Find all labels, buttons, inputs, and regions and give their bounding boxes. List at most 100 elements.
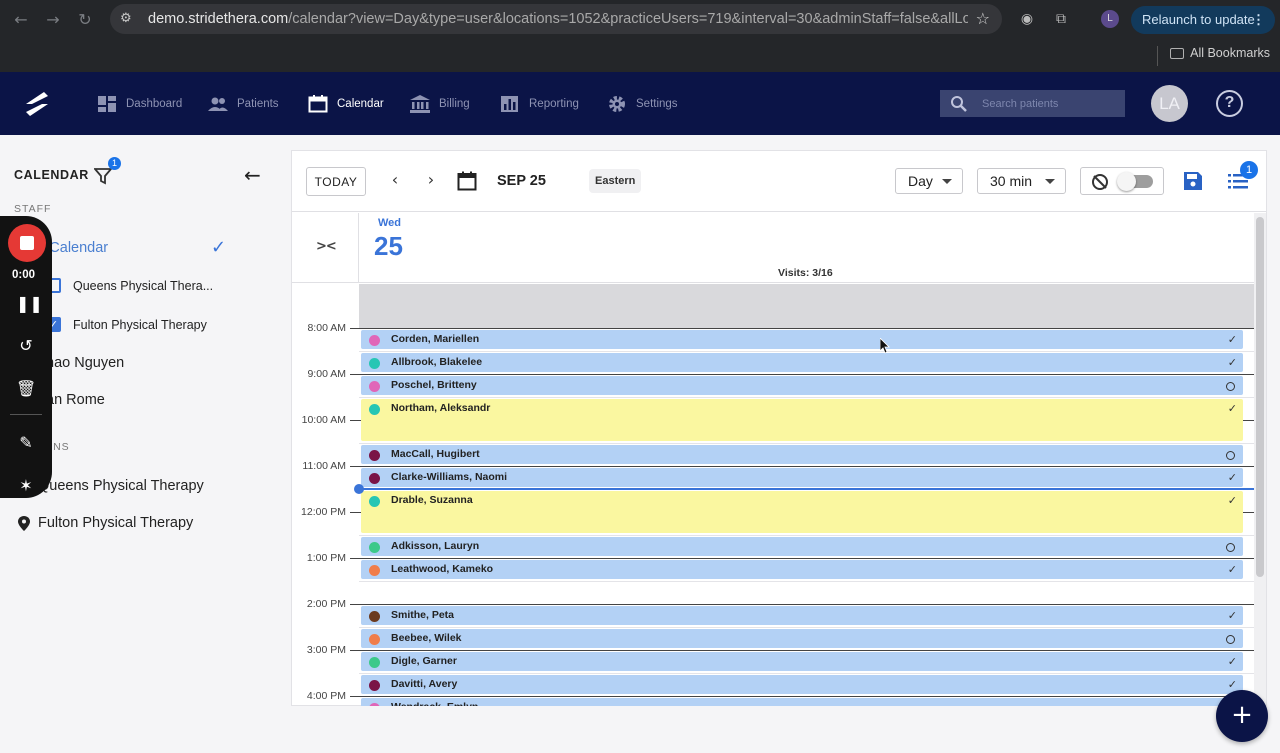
appointment-block[interactable]: Northam, Aleksandr ✓ bbox=[361, 399, 1243, 441]
mouse-cursor-icon bbox=[880, 338, 890, 354]
search-input[interactable] bbox=[982, 97, 1122, 110]
profile-avatar[interactable]: L bbox=[1101, 10, 1119, 28]
effects-icon[interactable]: ✶ bbox=[19, 476, 33, 495]
visits-count: Visits: 3/16 bbox=[778, 267, 833, 279]
pause-icon[interactable]: ❚❚ bbox=[16, 294, 43, 313]
status-dot-icon bbox=[369, 381, 380, 392]
hour-gridline bbox=[350, 466, 1254, 467]
stop-recording-button[interactable] bbox=[8, 224, 46, 262]
address-bar[interactable]: ⚙ demo.stridethera.com/calendar?view=Day… bbox=[110, 4, 1002, 34]
bar-chart-icon bbox=[501, 96, 518, 112]
timezone-chip[interactable]: Eastern bbox=[589, 169, 642, 193]
my-calendar-location-queens[interactable]: Queens Physical Thera... bbox=[46, 278, 213, 293]
appointment-patient-name: Adkisson, Lauryn bbox=[391, 540, 480, 552]
patient-search[interactable] bbox=[940, 90, 1125, 117]
url-path: /calendar?view=Day&type=user&locations=1… bbox=[288, 11, 968, 27]
nav-dashboard[interactable]: Dashboard bbox=[97, 94, 182, 114]
location-fulton-name: Fulton Physical Therapy bbox=[38, 515, 194, 531]
half-hour-gridline bbox=[359, 581, 1254, 582]
site-info-icon[interactable]: ⚙ bbox=[120, 11, 132, 26]
reload-icon[interactable]: ↻ bbox=[78, 10, 92, 29]
pencil-icon[interactable]: ✎ bbox=[19, 433, 33, 452]
sidebar-title: CALENDAR bbox=[14, 168, 89, 182]
current-time-line bbox=[359, 488, 1254, 490]
nav-calendar[interactable]: Calendar bbox=[308, 94, 384, 114]
bank-icon bbox=[410, 95, 430, 113]
appointment-block[interactable]: Corden, Mariellen ✓ bbox=[361, 330, 1243, 349]
hide-cancelled-toggle[interactable] bbox=[1080, 167, 1164, 195]
appointment-block[interactable]: Allbrook, Blakelee ✓ bbox=[361, 353, 1243, 372]
location-pin-icon bbox=[18, 515, 30, 531]
forward-icon[interactable]: → bbox=[46, 10, 60, 29]
nav-patients[interactable]: Patients bbox=[208, 94, 279, 114]
relaunch-label: Relaunch to update bbox=[1142, 12, 1255, 27]
relaunch-button[interactable]: Relaunch to update ⋮ bbox=[1131, 6, 1275, 34]
filter-icon[interactable] bbox=[94, 167, 112, 185]
stride-logo-icon[interactable] bbox=[22, 90, 52, 118]
staff-item[interactable]: an Rome bbox=[46, 392, 105, 408]
checked-in-icon: ✓ bbox=[1227, 402, 1237, 415]
status-dot-icon bbox=[369, 657, 380, 668]
all-bookmarks-button[interactable]: All Bookmarks bbox=[1170, 46, 1270, 60]
time-grid[interactable]: 8:00 AM 9:00 AM 10:00 AM 11:00 AM 12:00 PM 1:… bbox=[292, 284, 1254, 706]
status-dot-icon bbox=[369, 473, 380, 484]
half-hour-gridline bbox=[359, 535, 1254, 536]
my-calendar-item[interactable]: y Calendar bbox=[38, 240, 109, 256]
appointment-block[interactable]: Leathwood, Kameko ✓ bbox=[361, 560, 1243, 579]
collapse-sidebar-icon[interactable]: ← bbox=[244, 163, 261, 187]
next-day-icon[interactable]: › bbox=[427, 170, 435, 189]
half-hour-gridline bbox=[359, 443, 1254, 444]
hour-gridline bbox=[350, 604, 1254, 605]
appointment-block[interactable]: MacCall, Hugibert bbox=[361, 445, 1243, 464]
extensions-icon[interactable]: ⧉ bbox=[1056, 11, 1066, 27]
interval-select[interactable]: 30 min bbox=[977, 168, 1066, 194]
expand-collapse-icon[interactable]: >< bbox=[316, 239, 337, 254]
recorder-divider bbox=[10, 414, 42, 415]
list-count-badge: 1 bbox=[1240, 161, 1258, 179]
scrollbar-thumb[interactable] bbox=[1256, 217, 1264, 577]
back-icon[interactable]: ← bbox=[14, 10, 28, 29]
appointment-block[interactable]: Davitti, Avery ✓ bbox=[361, 675, 1243, 694]
trash-icon[interactable]: 🗑 bbox=[16, 379, 37, 398]
half-hour-gridline bbox=[359, 627, 1254, 628]
location-item-fulton[interactable]: Fulton Physical Therapy bbox=[18, 515, 193, 531]
bookmark-star-icon[interactable]: ☆ bbox=[975, 9, 990, 28]
password-manager-icon[interactable]: ◉ bbox=[1020, 11, 1034, 27]
recording-time: 0:00 bbox=[12, 269, 36, 281]
url-text[interactable]: demo.stridethera.com/calendar?view=Day&t… bbox=[148, 11, 968, 27]
nav-reporting[interactable]: Reporting bbox=[500, 94, 579, 114]
my-calendar-location-fulton[interactable]: ✓ Fulton Physical Therapy bbox=[46, 317, 207, 332]
appointment-block[interactable]: Drable, Suzanna ✓ bbox=[361, 491, 1243, 533]
list-icon[interactable] bbox=[1228, 172, 1248, 190]
visibility-off-icon bbox=[1092, 174, 1108, 190]
toggle-knob bbox=[1117, 172, 1136, 191]
appointment-block[interactable]: Clarke-Williams, Naomi ✓ bbox=[361, 468, 1243, 487]
hour-gridline bbox=[350, 328, 1254, 329]
interval-select-value: 30 min bbox=[990, 173, 1033, 189]
day-of-month[interactable]: 25 bbox=[374, 231, 403, 261]
appointment-block[interactable]: Poschel, Britteny bbox=[361, 376, 1243, 395]
appointment-block[interactable]: Beebee, Wilek bbox=[361, 629, 1243, 648]
pending-circle-icon bbox=[1226, 635, 1235, 644]
appointment-block[interactable]: Wendrack, Emlyn bbox=[361, 698, 1243, 706]
prev-day-icon[interactable]: ‹ bbox=[391, 170, 399, 189]
check-icon: ✓ bbox=[211, 237, 227, 258]
appointment-block[interactable]: Smithe, Peta ✓ bbox=[361, 606, 1243, 625]
time-label: 4:00 PM bbox=[306, 690, 346, 702]
user-avatar[interactable]: LA bbox=[1151, 85, 1188, 122]
today-button[interactable]: TODAY bbox=[306, 167, 366, 196]
view-select[interactable]: Day bbox=[895, 168, 963, 194]
restart-icon[interactable]: ↺ bbox=[19, 336, 33, 355]
status-dot-icon bbox=[369, 634, 380, 645]
help-icon[interactable]: ? bbox=[1216, 90, 1243, 117]
save-icon[interactable] bbox=[1183, 171, 1203, 191]
nav-settings[interactable]: Settings bbox=[607, 94, 678, 114]
nav-billing[interactable]: Billing bbox=[410, 94, 470, 114]
staff-item[interactable]: hao Nguyen bbox=[46, 355, 125, 371]
appointment-block[interactable]: Digle, Garner ✓ bbox=[361, 652, 1243, 671]
date-picker-icon[interactable] bbox=[457, 171, 477, 191]
calendar-scrollbar[interactable] bbox=[1254, 213, 1266, 706]
add-appointment-button[interactable]: + bbox=[1216, 690, 1268, 742]
status-dot-icon bbox=[369, 335, 380, 346]
appointment-block[interactable]: Adkisson, Lauryn bbox=[361, 537, 1243, 556]
